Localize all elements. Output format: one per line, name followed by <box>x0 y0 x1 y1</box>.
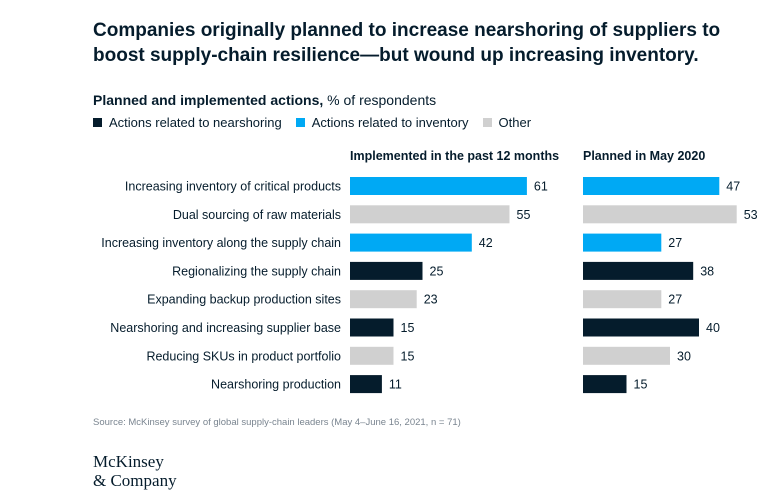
bar <box>583 375 627 394</box>
bar <box>350 346 394 365</box>
logo-line-1: McKinsey <box>93 452 164 471</box>
data-label: 27 <box>668 236 682 250</box>
bar <box>350 233 472 252</box>
data-label: 61 <box>534 180 548 194</box>
category-label: Expanding backup production sites <box>147 293 341 307</box>
category-label: Nearshoring and increasing supplier base <box>110 321 341 335</box>
data-label: 47 <box>726 180 740 194</box>
category-label: Nearshoring production <box>211 378 341 392</box>
bar <box>583 318 699 337</box>
data-label: 15 <box>401 321 415 335</box>
legend-swatch-inventory <box>295 118 305 127</box>
subtitle-unit: % of respondents <box>323 92 437 108</box>
data-label: 25 <box>430 264 444 278</box>
chart-title: Companies originally planned to increase… <box>93 20 721 66</box>
legend-swatch-nearshoring <box>93 118 102 127</box>
bar <box>350 261 423 280</box>
bar <box>583 177 720 195</box>
bar <box>350 375 382 394</box>
source-note: Source: McKinsey survey of global supply… <box>93 417 461 428</box>
legend-label-nearshoring: Actions related to nearshoring <box>109 115 282 130</box>
legend: Actions related to nearshoring Actions r… <box>93 115 545 130</box>
bar-chart: Increasing inventory of critical product… <box>101 149 758 394</box>
bar <box>583 346 670 365</box>
data-label: 11 <box>389 378 402 392</box>
data-label: 55 <box>517 208 531 222</box>
panel-title: Implemented in the past 12 months <box>350 149 559 163</box>
category-label: Increasing inventory along the supply ch… <box>101 236 341 250</box>
data-label: 23 <box>424 293 438 307</box>
chart-subtitle: Planned and implemented actions, % of re… <box>93 92 436 108</box>
legend-item-inventory: Actions related to inventory <box>295 115 469 130</box>
data-label: 15 <box>634 378 648 392</box>
legend-label-other: Other <box>498 115 532 130</box>
bar <box>583 261 694 280</box>
data-label: 42 <box>479 236 493 250</box>
bar <box>583 290 662 309</box>
bar <box>350 290 417 309</box>
legend-item-other: Other <box>482 115 532 130</box>
bar <box>350 318 394 337</box>
data-label: 30 <box>677 349 691 363</box>
bar <box>583 205 737 224</box>
category-label: Dual sourcing of raw materials <box>173 208 341 222</box>
legend-item-nearshoring: Actions related to nearshoring <box>93 115 282 130</box>
bar <box>350 205 510 224</box>
subtitle-main: Planned and implemented actions, <box>93 92 324 108</box>
category-label: Reducing SKUs in product portfolio <box>146 349 341 363</box>
bar <box>350 177 527 195</box>
category-label: Increasing inventory of critical product… <box>125 180 341 194</box>
bar <box>583 233 662 252</box>
data-label: 15 <box>401 349 415 363</box>
data-label: 27 <box>668 293 682 307</box>
data-label: 53 <box>744 208 758 222</box>
legend-swatch-other <box>482 118 492 127</box>
legend-label-inventory: Actions related to inventory <box>311 115 469 130</box>
category-label: Regionalizing the supply chain <box>172 264 341 278</box>
data-label: 38 <box>700 264 714 278</box>
logo-line-2: & Company <box>93 471 177 490</box>
data-label: 40 <box>706 321 720 335</box>
mckinsey-logo: McKinsey & Company <box>93 452 177 490</box>
panel-title: Planned in May 2020 <box>583 149 705 163</box>
